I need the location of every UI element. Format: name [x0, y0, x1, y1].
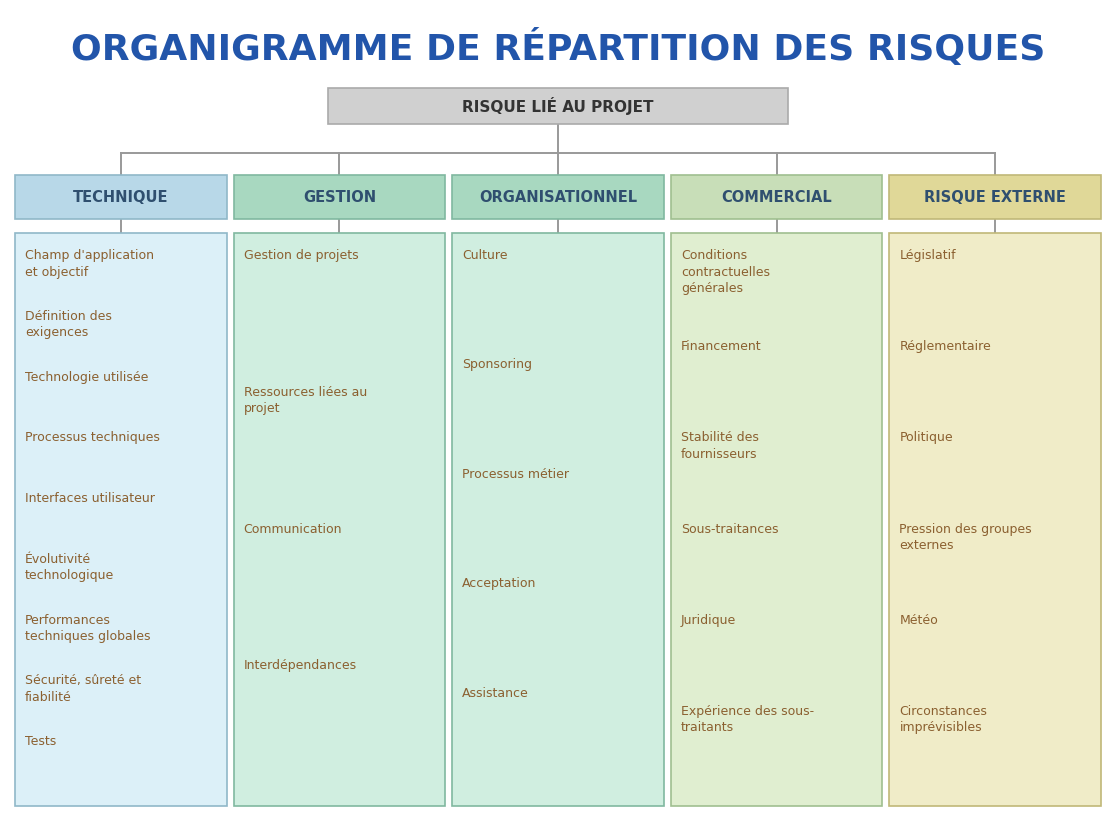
Text: Sponsoring: Sponsoring: [462, 358, 532, 372]
Text: GESTION: GESTION: [302, 190, 376, 205]
Text: Champ d'application
et objectif: Champ d'application et objectif: [25, 249, 154, 279]
FancyBboxPatch shape: [15, 233, 227, 806]
Text: Météo: Météo: [899, 614, 939, 626]
FancyBboxPatch shape: [889, 233, 1101, 806]
FancyBboxPatch shape: [328, 88, 788, 124]
Text: Gestion de projets: Gestion de projets: [243, 249, 358, 262]
Text: Législatif: Législatif: [899, 249, 956, 262]
FancyBboxPatch shape: [889, 175, 1101, 219]
Text: Pression des groupes
externes: Pression des groupes externes: [899, 523, 1032, 552]
Text: Évolutivité
technologique: Évolutivité technologique: [25, 553, 114, 583]
Text: Processus techniques: Processus techniques: [25, 432, 160, 445]
FancyBboxPatch shape: [452, 233, 664, 806]
Text: Acceptation: Acceptation: [462, 577, 537, 590]
Text: Communication: Communication: [243, 523, 343, 535]
Text: Définition des
exigences: Définition des exigences: [25, 310, 112, 339]
Text: TECHNIQUE: TECHNIQUE: [73, 190, 169, 205]
Text: COMMERCIAL: COMMERCIAL: [721, 190, 831, 205]
FancyBboxPatch shape: [671, 233, 883, 806]
Text: Conditions
contractuelles
générales: Conditions contractuelles générales: [681, 249, 770, 295]
Text: Stabilité des
fournisseurs: Stabilité des fournisseurs: [681, 432, 759, 461]
Text: RISQUE EXTERNE: RISQUE EXTERNE: [924, 190, 1066, 205]
Text: Circonstances
imprévisibles: Circonstances imprévisibles: [899, 704, 988, 734]
Text: Tests: Tests: [25, 735, 56, 748]
FancyBboxPatch shape: [15, 175, 227, 219]
Text: Expérience des sous-
traitants: Expérience des sous- traitants: [681, 704, 814, 734]
Text: ORGANISATIONNEL: ORGANISATIONNEL: [479, 190, 637, 205]
Text: Processus métier: Processus métier: [462, 468, 569, 481]
Text: Juridique: Juridique: [681, 614, 737, 626]
FancyBboxPatch shape: [452, 175, 664, 219]
Text: Performances
techniques globales: Performances techniques globales: [25, 614, 151, 643]
Text: Technologie utilisée: Technologie utilisée: [25, 371, 148, 384]
FancyBboxPatch shape: [233, 233, 445, 806]
Text: ORGANIGRAMME DE RÉPARTITION DES RISQUES: ORGANIGRAMME DE RÉPARTITION DES RISQUES: [70, 29, 1046, 67]
Text: Politique: Politique: [899, 432, 953, 445]
Text: Sous-traitances: Sous-traitances: [681, 523, 778, 535]
FancyBboxPatch shape: [671, 175, 883, 219]
Text: Assistance: Assistance: [462, 686, 529, 700]
FancyBboxPatch shape: [233, 175, 445, 219]
Text: Ressources liées au
projet: Ressources liées au projet: [243, 386, 367, 415]
Text: Culture: Culture: [462, 249, 508, 262]
Text: Interdépendances: Interdépendances: [243, 659, 357, 672]
Text: Sécurité, sûreté et
fiabilité: Sécurité, sûreté et fiabilité: [25, 674, 141, 704]
Text: RISQUE LIÉ AU PROJET: RISQUE LIÉ AU PROJET: [462, 97, 654, 115]
Text: Interfaces utilisateur: Interfaces utilisateur: [25, 492, 155, 505]
Text: Réglementaire: Réglementaire: [899, 340, 991, 353]
Text: Financement: Financement: [681, 340, 761, 353]
